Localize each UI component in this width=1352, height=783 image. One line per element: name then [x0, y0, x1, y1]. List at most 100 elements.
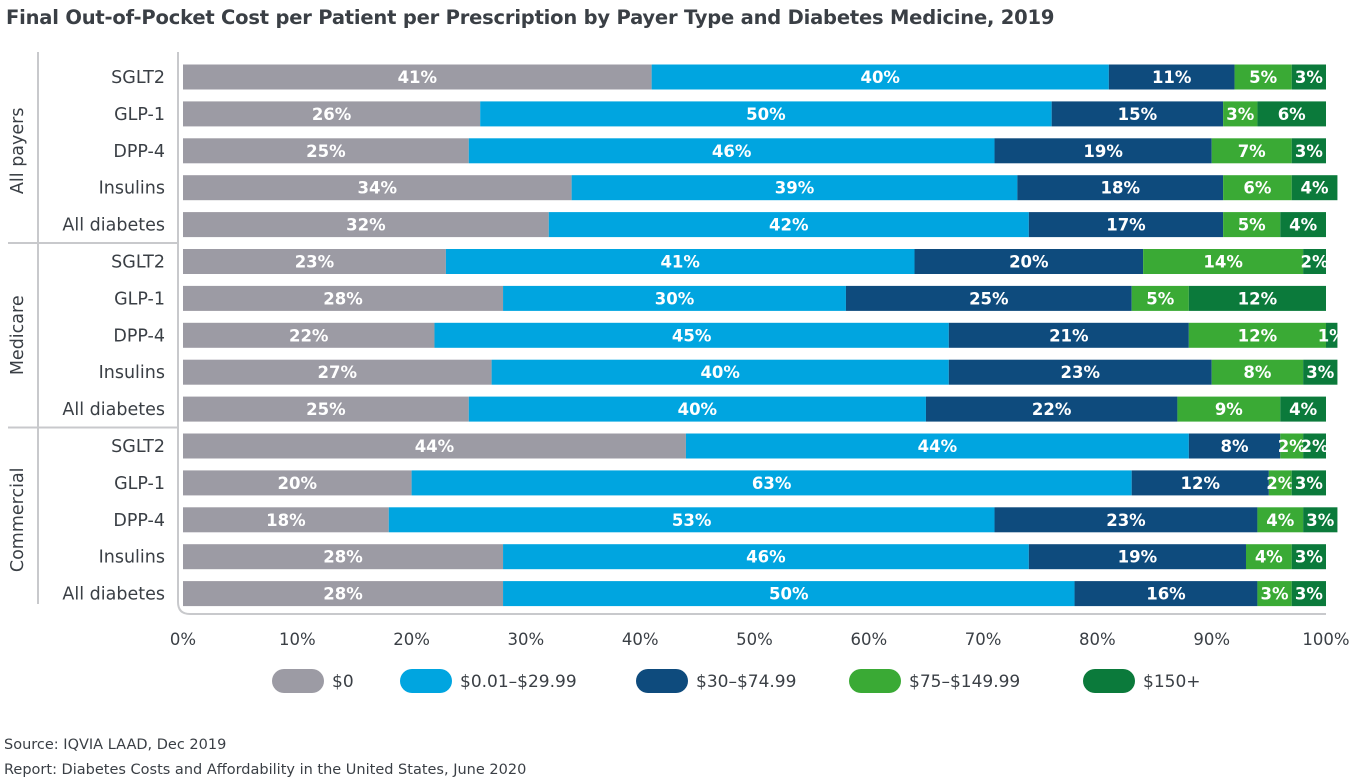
- data-label: 6%: [1278, 105, 1306, 124]
- data-label: 23%: [1106, 511, 1146, 530]
- chart-title: Final Out-of-Pocket Cost per Patient per…: [6, 6, 1055, 29]
- bar-segment: [183, 101, 481, 127]
- data-label: 20%: [1009, 253, 1049, 272]
- bar-segment: [1223, 212, 1281, 238]
- legend-swatch: [400, 669, 452, 693]
- data-label: 25%: [306, 400, 346, 419]
- bar-segment: [1291, 544, 1326, 570]
- category-label: All diabetes: [62, 400, 165, 420]
- group-label: Medicare: [8, 295, 28, 375]
- bar-segment: [1028, 544, 1246, 570]
- bar-segment: [183, 433, 686, 459]
- data-label: 12%: [1238, 289, 1278, 308]
- bar-segment: [1234, 64, 1292, 90]
- category-label: DPP-4: [113, 326, 165, 346]
- data-label: 5%: [1238, 216, 1266, 235]
- data-label: 4%: [1301, 179, 1329, 198]
- bar-segment: [1280, 433, 1304, 459]
- x-tick-label: 30%: [508, 630, 545, 649]
- category-label: SGLT2: [111, 437, 165, 457]
- bar-segment: [685, 433, 1189, 459]
- data-label: 25%: [306, 142, 346, 161]
- bar-segment: [183, 285, 504, 311]
- data-label: 22%: [289, 326, 329, 345]
- data-label: 46%: [746, 548, 786, 567]
- data-label: 15%: [1118, 105, 1158, 124]
- data-label: 7%: [1238, 142, 1266, 161]
- data-label: 26%: [312, 105, 352, 124]
- data-label: 19%: [1083, 142, 1123, 161]
- bar-segment: [1211, 138, 1292, 164]
- axis-frame: [177, 52, 1326, 615]
- x-tick-label: 40%: [622, 630, 659, 649]
- bar-segment: [1268, 470, 1292, 496]
- data-label: 23%: [295, 253, 335, 272]
- bar-segment: [1257, 581, 1292, 607]
- bar-segment: [1017, 175, 1224, 201]
- data-label: 27%: [318, 363, 358, 382]
- data-label: 19%: [1118, 548, 1158, 567]
- category-label: Insulins: [99, 548, 165, 568]
- legend-swatch: [636, 669, 688, 693]
- bar-segment: [1245, 544, 1292, 570]
- data-label: 20%: [278, 474, 318, 493]
- bar-segment: [480, 101, 1052, 127]
- data-label: 32%: [346, 216, 386, 235]
- bar-segment: [1326, 322, 1338, 348]
- bar-segment: [1051, 101, 1224, 127]
- group-label: All payers: [8, 108, 28, 195]
- category-label: GLP-1: [114, 474, 165, 494]
- bar-segment: [445, 249, 915, 274]
- bar-segment: [183, 396, 469, 422]
- stacked-bar-chart: SGLT2 41% 40% 11% 5% 3% GLP-1 26% 50% 15% 3% 6% DPP-…: [8, 52, 1350, 693]
- bar-segment: [183, 359, 492, 385]
- bar-segment: [183, 470, 412, 496]
- bar-segment: [1291, 175, 1338, 201]
- bar-segment: [503, 544, 1029, 570]
- bar-segment: [1143, 249, 1304, 274]
- category-label: DPP-4: [113, 511, 165, 531]
- data-label: 3%: [1295, 68, 1323, 87]
- data-label: 30%: [655, 289, 695, 308]
- bar-segment: [571, 175, 1018, 201]
- bar-segment: [1188, 433, 1281, 459]
- category-label: SGLT2: [111, 253, 165, 273]
- legend-label: $0.01–$29.99: [460, 672, 577, 692]
- x-tick-label: 80%: [1079, 630, 1116, 649]
- category-label: SGLT2: [111, 68, 165, 88]
- data-label: 63%: [752, 474, 792, 493]
- bar-segment: [1211, 359, 1304, 385]
- legend-label: $150+: [1143, 672, 1201, 692]
- bar-segment: [183, 138, 469, 164]
- bar-segment: [491, 359, 949, 385]
- data-label: 3%: [1295, 585, 1323, 604]
- data-label: 53%: [672, 511, 712, 530]
- data-label: 28%: [323, 585, 363, 604]
- data-label: 40%: [860, 68, 900, 87]
- category-label: GLP-1: [114, 289, 165, 309]
- data-label: 44%: [415, 437, 455, 456]
- bar-segment: [1303, 359, 1338, 385]
- data-label: 2%: [1301, 437, 1329, 456]
- data-label: 25%: [969, 289, 1009, 308]
- bar-segment: [914, 249, 1144, 274]
- category-label: GLP-1: [114, 105, 165, 125]
- data-label: 3%: [1261, 585, 1289, 604]
- data-label: 22%: [1032, 400, 1072, 419]
- legend-label: $75–$149.99: [909, 672, 1020, 692]
- x-tick-label: 60%: [850, 630, 887, 649]
- category-label: All diabetes: [62, 585, 165, 605]
- bar-segment: [1303, 249, 1326, 274]
- data-label: 46%: [712, 142, 752, 161]
- category-label: Insulins: [99, 363, 165, 383]
- bar-segment: [948, 322, 1189, 348]
- bar-segment: [183, 507, 389, 533]
- bar-segment: [1028, 212, 1224, 238]
- bar-segment: [1303, 433, 1326, 459]
- data-label: 12%: [1181, 474, 1221, 493]
- bar-segment: [1223, 101, 1258, 127]
- group-label: Commercial: [8, 467, 28, 572]
- bar-segment: [1291, 470, 1326, 496]
- data-label: 42%: [769, 216, 809, 235]
- bar-segment: [1291, 138, 1326, 164]
